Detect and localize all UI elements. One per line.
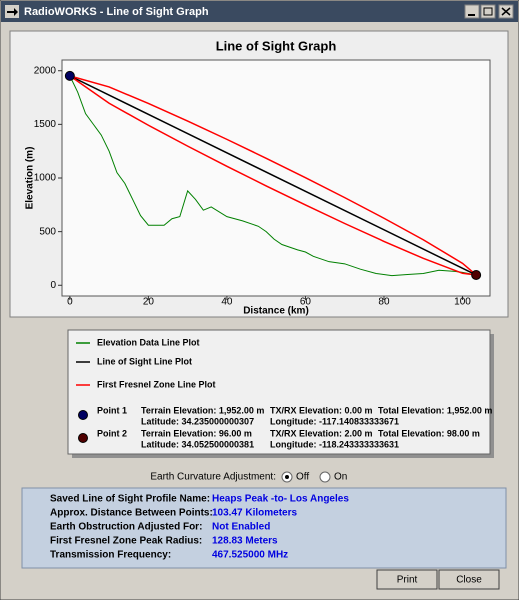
minimize-button[interactable] bbox=[464, 4, 480, 19]
legend-point-marker bbox=[78, 410, 88, 420]
y-tick-label: 1500 bbox=[34, 119, 57, 130]
legend bbox=[67, 329, 491, 455]
y-tick-label: 0 bbox=[50, 280, 56, 291]
plot-area bbox=[61, 59, 491, 297]
radio-button[interactable] bbox=[319, 471, 331, 483]
legend-label: Line of Sight Line Plot bbox=[97, 356, 192, 366]
button[interactable] bbox=[438, 569, 500, 590]
info-panel bbox=[21, 487, 507, 569]
maximize-icon bbox=[483, 7, 493, 16]
info-label: Saved Line of Sight Profile Name: bbox=[50, 494, 210, 505]
radio-label: On bbox=[334, 472, 347, 483]
button-label: Print bbox=[397, 575, 418, 586]
y-tick-label: 1000 bbox=[34, 173, 57, 184]
x-tick-label: 0 bbox=[67, 297, 73, 308]
point-marker bbox=[64, 70, 75, 81]
legend-point-longitude: Longitude: -117.140833333671 bbox=[270, 416, 399, 426]
legend-point-terrain: Terrain Elevation: 96.00 m bbox=[141, 428, 252, 438]
legend-point-longitude: Longitude: -118.243333333631 bbox=[270, 439, 399, 449]
legend-label: Elevation Data Line Plot bbox=[97, 337, 200, 347]
legend-point-label: Point 2 bbox=[97, 428, 127, 438]
x-tick-label: 40 bbox=[221, 297, 233, 308]
button[interactable] bbox=[376, 569, 438, 590]
info-value: 103.47 Kilometers bbox=[212, 508, 297, 519]
info-label: First Fresnel Zone Peak Radius: bbox=[50, 536, 202, 547]
info-label: Transmission Frequency: bbox=[50, 550, 171, 561]
legend-point-total: Total Elevation: 98.00 m bbox=[378, 428, 480, 438]
legend-point-terrain: Terrain Elevation: 1,952.00 m bbox=[141, 405, 264, 415]
legend-point-latitude: Latitude: 34.235000000307 bbox=[141, 416, 254, 426]
y-tick-label: 500 bbox=[39, 226, 56, 237]
series-line bbox=[69, 75, 477, 276]
series-line bbox=[69, 75, 477, 277]
legend-point-marker bbox=[78, 433, 88, 443]
legend-label: First Fresnel Zone Line Plot bbox=[97, 379, 216, 389]
info-label: Earth Obstruction Adjusted For: bbox=[50, 522, 202, 533]
info-value: Heaps Peak -to- Los Angeles bbox=[212, 494, 349, 505]
y-tick-label: 2000 bbox=[34, 65, 57, 76]
info-value: 128.83 Meters bbox=[212, 536, 278, 547]
legend-point-txrx: TX/RX Elevation: 0.00 m bbox=[270, 405, 373, 415]
curvature-label: Earth Curvature Adjustment: bbox=[150, 472, 276, 483]
legend-point-latitude: Latitude: 34.052500000381 bbox=[141, 439, 254, 449]
x-tick-label: 60 bbox=[300, 297, 312, 308]
button-label: Close bbox=[456, 575, 482, 586]
maximize-button[interactable] bbox=[480, 4, 496, 19]
info-value: Not Enabled bbox=[212, 522, 270, 533]
info-value: 467.525000 MHz bbox=[212, 550, 288, 561]
graph-title: Line of Sight Graph bbox=[216, 38, 337, 53]
x-tick-label: 80 bbox=[378, 297, 390, 308]
legend-point-total: Total Elevation: 1,952.00 m bbox=[378, 405, 492, 415]
app-icon-arrow bbox=[7, 8, 18, 16]
y-axis-label: Elevation (m) bbox=[25, 147, 36, 210]
close-icon bbox=[501, 7, 511, 16]
title-bar bbox=[1, 1, 518, 22]
window-title: RadioWORKS - Line of Sight Graph bbox=[24, 6, 209, 18]
legend-point-txrx: TX/RX Elevation: 2.00 m bbox=[270, 428, 373, 438]
series-line bbox=[69, 75, 477, 276]
legend-point-label: Point 1 bbox=[97, 405, 127, 415]
radio-dot bbox=[285, 475, 289, 479]
x-tick-label: 20 bbox=[143, 297, 155, 308]
radio-label: Off bbox=[296, 472, 309, 483]
info-label: Approx. Distance Between Points: bbox=[50, 508, 213, 519]
series-line bbox=[69, 75, 477, 276]
x-axis-label: Distance (km) bbox=[243, 306, 309, 317]
point-marker bbox=[471, 269, 482, 280]
x-tick-label: 100 bbox=[454, 297, 471, 308]
